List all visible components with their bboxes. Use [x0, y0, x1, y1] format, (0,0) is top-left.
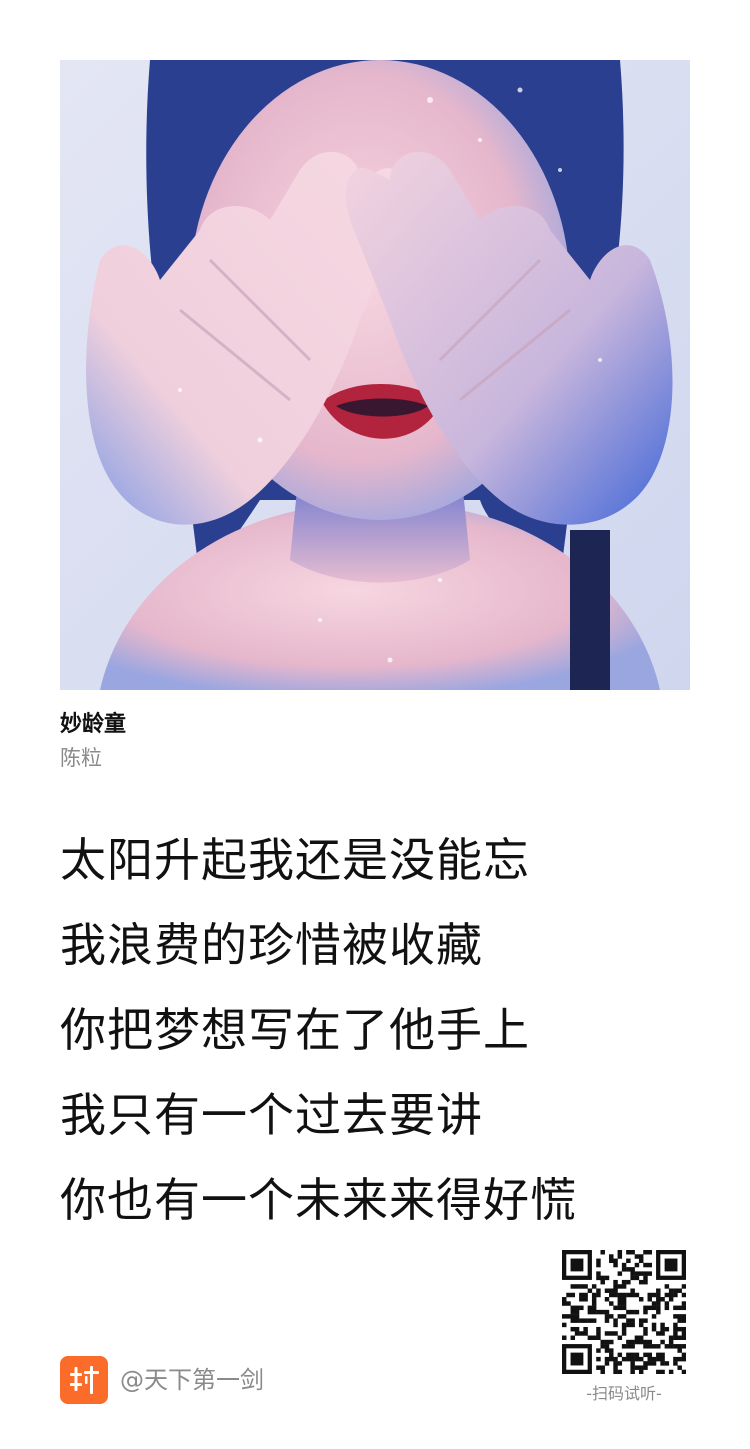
- qr-caption: -扫码试听-: [586, 1384, 662, 1403]
- lyric-line: 你也有一个未来来得好慌: [60, 1173, 577, 1227]
- xiami-logo-icon: [60, 1356, 108, 1404]
- album-cover-photo: [60, 60, 690, 690]
- qr-code-icon: [562, 1250, 686, 1374]
- lyric-line: 你把梦想写在了他手上: [60, 1003, 530, 1057]
- lyric-line: 我只有一个过去要讲: [60, 1088, 483, 1142]
- song-title: 妙龄童: [60, 712, 127, 737]
- album-cover: [60, 60, 690, 690]
- share-user-handle[interactable]: @天下第一剑: [120, 1366, 264, 1394]
- lyric-line: 太阳升起我还是没能忘: [60, 833, 530, 887]
- qr-code[interactable]: [562, 1250, 686, 1374]
- shrimp-glyph-icon: [70, 1366, 99, 1394]
- lyric-line: 我浪费的珍惜被收藏: [60, 918, 483, 972]
- song-artist: 陈粒: [60, 746, 102, 770]
- lyrics-block: 太阳升起我还是没能忘 我浪费的珍惜被收藏 你把梦想写在了他手上 我只有一个过去要…: [60, 818, 700, 1243]
